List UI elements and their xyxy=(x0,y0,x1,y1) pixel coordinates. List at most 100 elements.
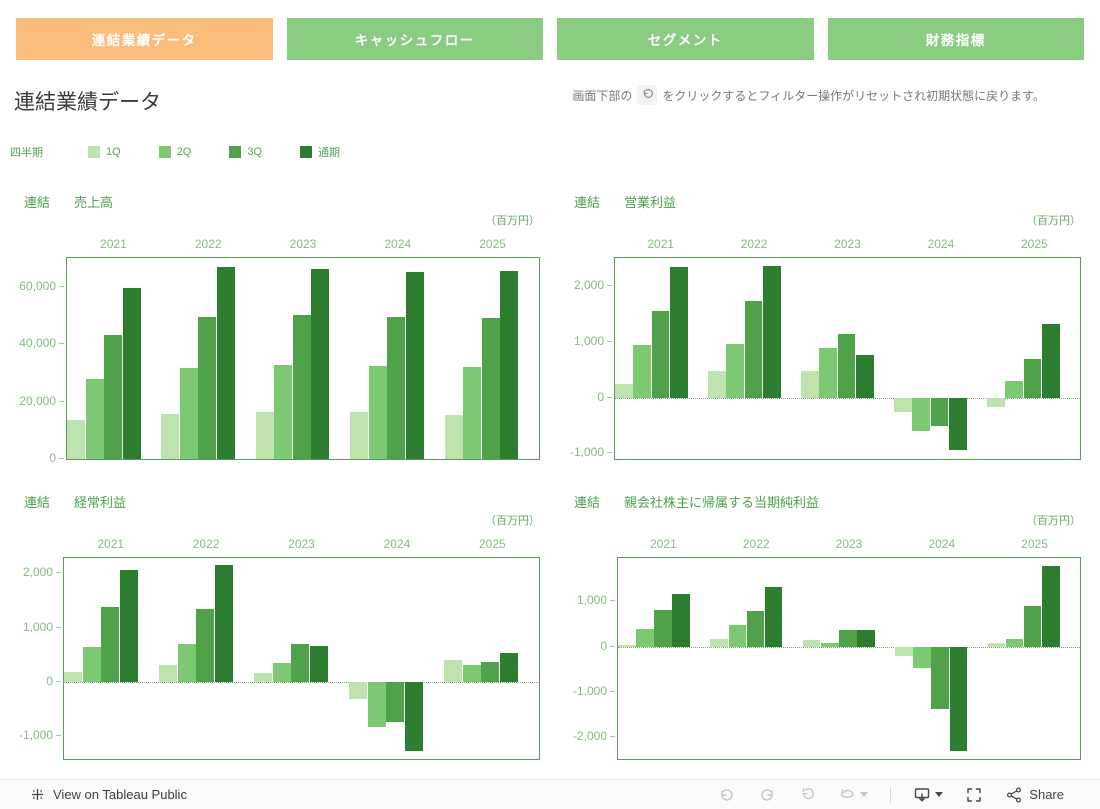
year-label[interactable]: 2021 xyxy=(650,537,677,551)
bar-2Q-2021[interactable] xyxy=(636,629,654,647)
bar-1Q-2022[interactable] xyxy=(159,665,178,682)
year-label[interactable]: 2025 xyxy=(479,237,506,251)
year-label[interactable]: 2022 xyxy=(192,537,220,551)
year-label[interactable]: 2024 xyxy=(384,237,412,251)
bar-2Q-2025[interactable] xyxy=(1005,638,1024,647)
bar-3Q-2021[interactable] xyxy=(104,334,123,459)
view-on-tableau-public-link[interactable]: View on Tableau Public xyxy=(30,787,187,802)
year-label[interactable]: 2024 xyxy=(928,537,956,551)
year-label[interactable]: 2021 xyxy=(97,537,125,551)
bar-3Q-2023[interactable] xyxy=(292,314,311,459)
bar-3Q-2023[interactable] xyxy=(839,630,857,647)
bar-1Q-2024[interactable] xyxy=(349,681,368,699)
bar-3Q-2024[interactable] xyxy=(931,646,950,710)
legend-item-full-year[interactable]: 通期 xyxy=(300,144,340,160)
bar-1Q-2022[interactable] xyxy=(161,414,180,459)
bar-3Q-2022[interactable] xyxy=(746,611,765,647)
share-button[interactable]: Share xyxy=(1005,786,1064,804)
year-label[interactable]: 2023 xyxy=(289,237,317,251)
bar-通期-2025[interactable] xyxy=(500,270,519,459)
bar-通期-2021[interactable] xyxy=(672,593,691,647)
bar-3Q-2021[interactable] xyxy=(651,311,670,398)
bar-1Q-2021[interactable] xyxy=(64,671,83,682)
bar-3Q-2022[interactable] xyxy=(744,300,763,398)
bar-1Q-2021[interactable] xyxy=(615,384,633,398)
bar-2Q-2023[interactable] xyxy=(272,663,291,682)
bar-3Q-2022[interactable] xyxy=(198,317,217,459)
bar-2Q-2021[interactable] xyxy=(82,646,101,682)
bar-2Q-2023[interactable] xyxy=(819,347,837,398)
bar-1Q-2023[interactable] xyxy=(254,673,273,682)
bar-通期-2022[interactable] xyxy=(764,587,783,647)
bar-3Q-2022[interactable] xyxy=(196,609,215,682)
legend-item-2q[interactable]: 2Q xyxy=(158,144,191,160)
bar-1Q-2024[interactable] xyxy=(350,412,369,459)
bar-3Q-2025[interactable] xyxy=(1023,606,1042,647)
bar-通期-2025[interactable] xyxy=(1042,565,1060,647)
bar-1Q-2024[interactable] xyxy=(894,397,912,412)
bar-通期-2021[interactable] xyxy=(122,288,141,459)
bar-1Q-2023[interactable] xyxy=(802,640,821,647)
bar-1Q-2024[interactable] xyxy=(895,646,913,656)
bar-2Q-2021[interactable] xyxy=(85,379,104,459)
bar-通期-2024[interactable] xyxy=(404,681,424,752)
reset-button[interactable] xyxy=(798,786,816,804)
bar-3Q-2024[interactable] xyxy=(930,397,949,427)
bar-2Q-2022[interactable] xyxy=(728,624,747,647)
year-label[interactable]: 2021 xyxy=(647,237,675,251)
year-label[interactable]: 2024 xyxy=(927,237,955,251)
year-label[interactable]: 2023 xyxy=(834,237,861,251)
tab-financial-indicators[interactable]: 財務指標 xyxy=(827,18,1084,60)
bar-通期-2023[interactable] xyxy=(855,354,874,398)
bar-2Q-2023[interactable] xyxy=(274,364,293,459)
bar-3Q-2021[interactable] xyxy=(101,607,120,682)
legend-item-1q[interactable]: 1Q xyxy=(88,144,121,160)
bar-通期-2022[interactable] xyxy=(216,267,235,459)
year-label[interactable]: 2025 xyxy=(1021,537,1048,551)
bar-3Q-2024[interactable] xyxy=(387,316,406,459)
bar-2Q-2021[interactable] xyxy=(633,344,651,398)
bar-3Q-2025[interactable] xyxy=(1023,358,1042,398)
year-label[interactable]: 2022 xyxy=(742,537,770,551)
legend-item-3q[interactable]: 3Q xyxy=(229,144,262,160)
bar-3Q-2025[interactable] xyxy=(481,318,500,459)
bar-1Q-2021[interactable] xyxy=(618,644,636,647)
bar-2Q-2025[interactable] xyxy=(463,366,482,459)
bar-2Q-2025[interactable] xyxy=(1005,380,1023,398)
redo-button[interactable] xyxy=(758,786,776,804)
bar-通期-2025[interactable] xyxy=(499,653,519,682)
bar-通期-2021[interactable] xyxy=(669,266,688,398)
year-label[interactable]: 2023 xyxy=(835,537,863,551)
bar-2Q-2024[interactable] xyxy=(913,646,931,669)
bar-1Q-2023[interactable] xyxy=(801,371,819,398)
bar-3Q-2024[interactable] xyxy=(386,681,405,722)
year-label[interactable]: 2023 xyxy=(288,537,315,551)
bar-1Q-2023[interactable] xyxy=(255,412,274,459)
bar-3Q-2023[interactable] xyxy=(291,644,310,682)
bar-1Q-2025[interactable] xyxy=(444,660,463,682)
bar-1Q-2022[interactable] xyxy=(710,639,729,647)
bar-通期-2024[interactable] xyxy=(948,397,967,451)
year-label[interactable]: 2025 xyxy=(478,537,506,551)
year-label[interactable]: 2021 xyxy=(100,237,127,251)
bar-2Q-2024[interactable] xyxy=(367,681,386,728)
bar-通期-2022[interactable] xyxy=(762,265,781,398)
bar-2Q-2022[interactable] xyxy=(726,343,744,398)
bar-通期-2024[interactable] xyxy=(405,271,424,459)
bar-2Q-2024[interactable] xyxy=(912,397,930,431)
bar-3Q-2023[interactable] xyxy=(837,334,856,398)
bar-3Q-2021[interactable] xyxy=(654,609,672,647)
bar-通期-2023[interactable] xyxy=(311,269,330,459)
undo-button[interactable] xyxy=(718,786,736,804)
bar-1Q-2021[interactable] xyxy=(67,420,86,459)
tab-consolidated-results[interactable]: 連結業績データ xyxy=(16,18,273,60)
fullscreen-button[interactable] xyxy=(965,786,983,804)
bar-2Q-2022[interactable] xyxy=(177,643,196,682)
year-label[interactable]: 2022 xyxy=(740,237,768,251)
bar-通期-2025[interactable] xyxy=(1041,324,1060,398)
bar-2Q-2023[interactable] xyxy=(820,642,839,647)
year-label[interactable]: 2024 xyxy=(383,537,411,551)
tab-cash-flow[interactable]: キャッシュフロー xyxy=(286,18,543,60)
bar-2Q-2024[interactable] xyxy=(368,365,387,459)
bar-1Q-2025[interactable] xyxy=(987,642,1006,647)
